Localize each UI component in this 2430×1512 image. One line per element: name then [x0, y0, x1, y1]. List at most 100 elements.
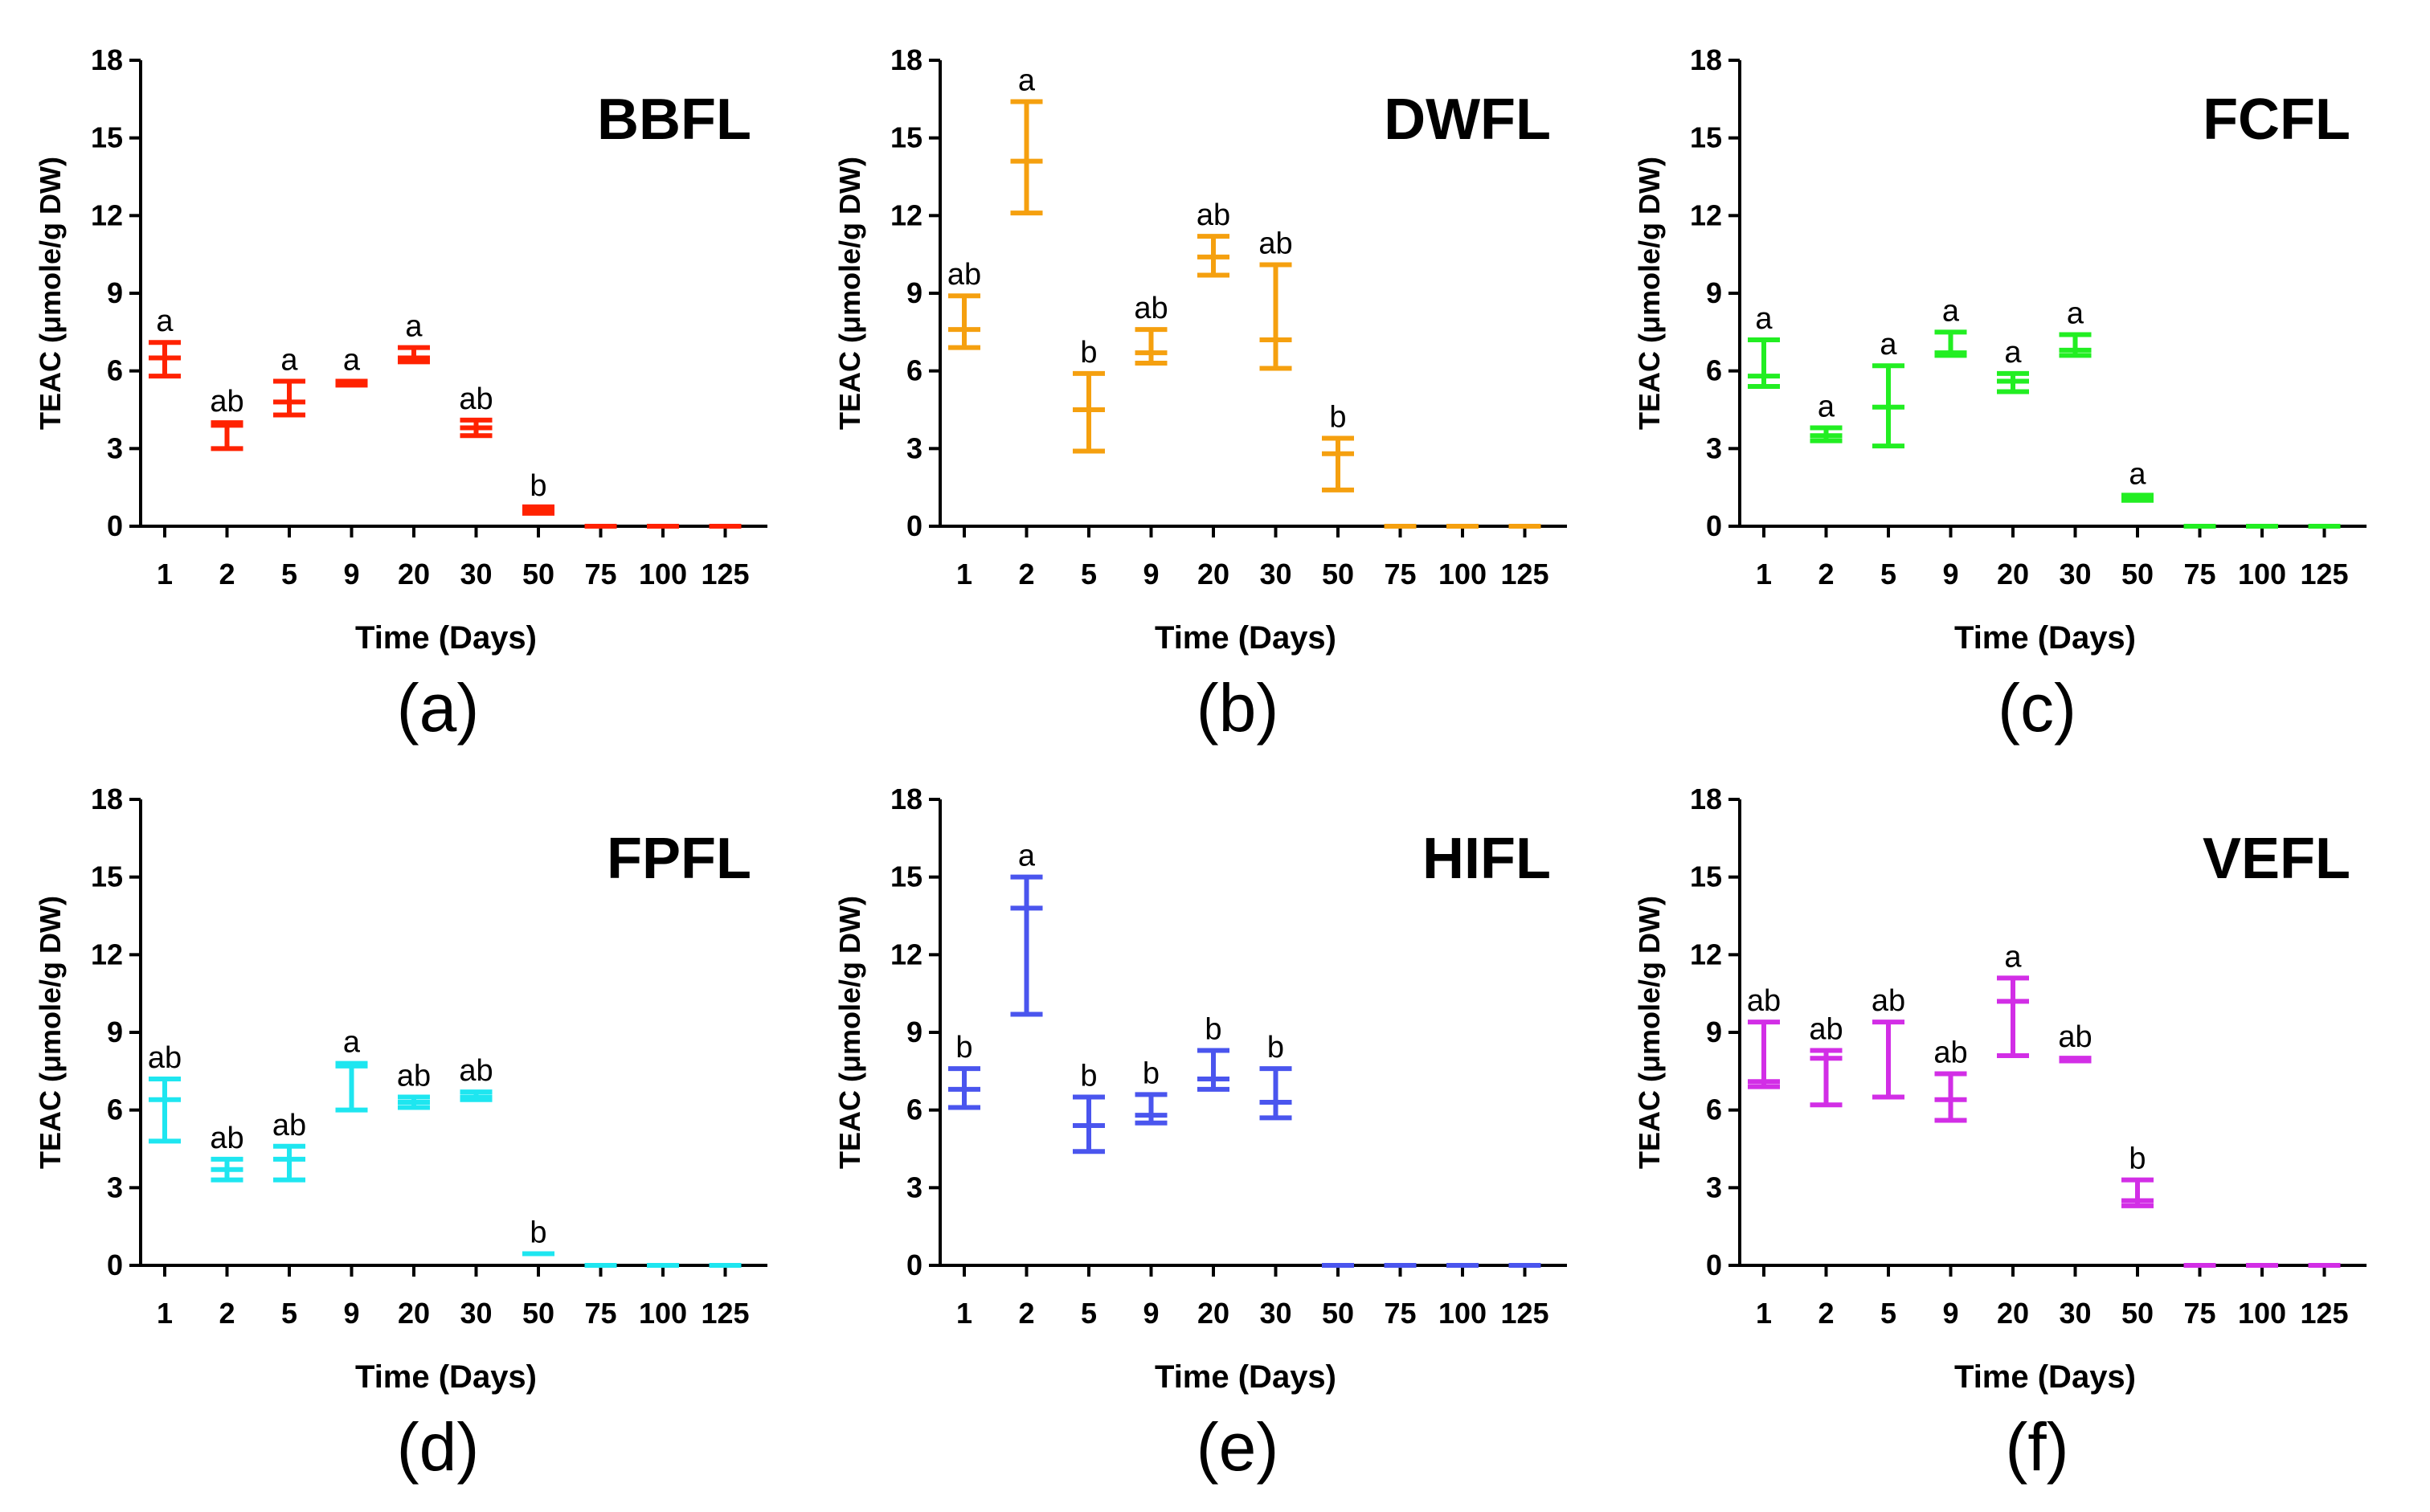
significance-letter: ab	[397, 1060, 431, 1093]
error-bar	[398, 345, 430, 365]
significance-letter: a	[2004, 940, 2022, 974]
x-tick-label: 50	[1322, 558, 1354, 590]
significance-letter: a	[1018, 840, 1036, 873]
y-tick-label: 15	[1690, 121, 1722, 154]
x-tick-label: 5	[1081, 1297, 1097, 1330]
error-bar	[2121, 1177, 2154, 1208]
error-bar	[1197, 1048, 1229, 1092]
error-bar	[1997, 975, 2029, 1058]
x-tick-label: 5	[281, 1297, 297, 1330]
x-tick-label: 2	[219, 1297, 235, 1330]
x-tick-label: 1	[1756, 1297, 1772, 1330]
significance-letter: b	[530, 1216, 546, 1250]
y-tick-label: 3	[1706, 431, 1722, 464]
x-tick-label: 30	[2059, 1297, 2091, 1330]
y-tick-label: 9	[906, 1015, 922, 1048]
y-tick-label: 15	[890, 860, 922, 893]
x-tick-label: 5	[281, 558, 297, 590]
x-tick-label: 2	[1818, 558, 1834, 590]
panel-title: VEFL	[2203, 827, 2350, 891]
error-bar	[335, 378, 368, 388]
x-tick-label: 1	[1756, 558, 1772, 590]
significance-letter: ab	[459, 382, 493, 416]
y-tick-label: 6	[107, 354, 123, 387]
x-tick-label: 100	[639, 1297, 687, 1330]
x-tick-label: 1	[956, 558, 972, 590]
error-bar	[1259, 262, 1292, 371]
significance-letter: a	[1818, 390, 1835, 424]
significance-letter: b	[530, 469, 546, 503]
x-tick-label: 100	[2238, 1297, 2286, 1330]
significance-letter: ab	[1872, 984, 1905, 1018]
significance-letter: a	[280, 344, 298, 378]
error-bar	[1748, 1020, 1780, 1089]
y-tick-label: 18	[890, 43, 922, 76]
panel-label: (a)	[397, 670, 480, 746]
significance-letter: b	[1205, 1013, 1221, 1047]
error-bar	[1748, 337, 1780, 389]
x-tick-label: 125	[1500, 558, 1548, 590]
y-tick-label: 18	[890, 783, 922, 815]
x-tick-label: 2	[1818, 1297, 1834, 1330]
significance-letter: ab	[1258, 227, 1292, 261]
y-tick-label: 3	[1706, 1171, 1722, 1203]
x-axis-title: Time (Days)	[1954, 620, 2136, 656]
error-bar	[211, 1156, 243, 1183]
y-tick-label: 0	[906, 509, 922, 542]
error-bar	[1197, 234, 1229, 278]
error-bar	[2059, 1056, 2092, 1064]
x-tick-label: 2	[1018, 1297, 1034, 1330]
significance-letter: b	[2129, 1142, 2146, 1176]
y-tick-label: 12	[1690, 938, 1722, 971]
x-tick-label: 5	[1081, 558, 1097, 590]
x-tick-label: 9	[343, 1297, 359, 1330]
error-bar	[2059, 332, 2092, 358]
x-tick-label: 9	[1143, 558, 1159, 590]
error-bar	[1010, 874, 1043, 1017]
panel-label: (c)	[1998, 670, 2076, 746]
x-tick-label: 30	[2059, 558, 2091, 590]
x-tick-label: 9	[1942, 1297, 1958, 1330]
significance-letter: a	[2004, 336, 2022, 370]
significance-letter: ab	[1933, 1036, 1967, 1070]
x-tick-label: 5	[1880, 558, 1896, 590]
significance-letter: a	[343, 1026, 361, 1060]
y-tick-label: 0	[107, 509, 123, 542]
error-bar	[1810, 1048, 1843, 1108]
error-bar	[1073, 370, 1105, 454]
x-tick-label: 50	[522, 558, 554, 590]
y-tick-label: 3	[906, 431, 922, 464]
x-tick-label: 100	[1438, 558, 1487, 590]
y-tick-label: 18	[1690, 783, 1722, 815]
x-tick-label: 100	[639, 558, 687, 590]
error-bar	[273, 378, 305, 418]
x-axis-title: Time (Days)	[1954, 1359, 2136, 1395]
y-tick-label: 18	[91, 43, 123, 76]
y-axis-title: TEAC (μmole/g DW)	[1633, 157, 1666, 430]
panel-title: BBFL	[597, 88, 751, 152]
error-bar	[522, 504, 554, 516]
y-axis-title: TEAC (μmole/g DW)	[833, 157, 866, 430]
significance-letter: ab	[210, 1122, 243, 1155]
x-tick-label: 1	[157, 1297, 173, 1330]
y-tick-label: 6	[906, 354, 922, 387]
error-bar	[2121, 492, 2154, 503]
panel-label: (b)	[1197, 670, 1279, 746]
significance-letter: ab	[1197, 198, 1230, 232]
y-tick-label: 6	[906, 1093, 922, 1126]
error-bar	[335, 1060, 368, 1113]
y-tick-label: 12	[1690, 198, 1722, 231]
x-tick-label: 30	[460, 558, 492, 590]
x-tick-label: 1	[157, 558, 173, 590]
significance-letter: a	[1880, 328, 1897, 362]
significance-letter: b	[1329, 400, 1346, 434]
x-tick-label: 125	[2300, 1297, 2348, 1330]
panel-title: HIFL	[1422, 827, 1551, 891]
x-tick-label: 20	[1997, 1297, 2029, 1330]
y-tick-label: 0	[906, 1248, 922, 1281]
